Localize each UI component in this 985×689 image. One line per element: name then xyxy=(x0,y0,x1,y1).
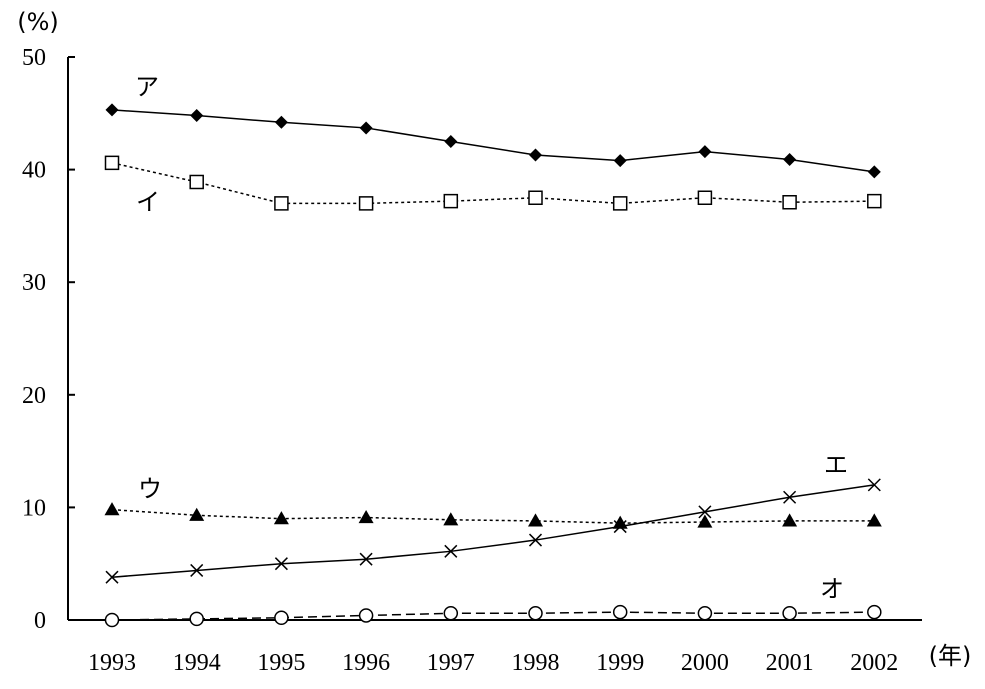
triangle-marker xyxy=(358,510,374,524)
y-tick-label: 10 xyxy=(22,495,46,521)
x-tick-label: 2000 xyxy=(681,650,729,676)
series-line xyxy=(111,484,875,578)
series-2 xyxy=(104,155,882,211)
square-marker xyxy=(443,193,459,209)
axes: 0 10 20 30 40 50 (%) 1993 1994 1995 1996 1997 1998 19… xyxy=(17,8,971,676)
x-tick-label: 1996 xyxy=(342,650,390,676)
series-line xyxy=(111,162,875,205)
x-marker xyxy=(783,490,797,504)
diamond-marker xyxy=(529,148,542,162)
diamond-marker xyxy=(444,134,458,148)
y-tick-label: 40 xyxy=(22,158,46,184)
square-marker xyxy=(358,196,374,211)
triangle-marker xyxy=(443,512,459,526)
x-tick-label: 1998 xyxy=(512,650,560,676)
square-marker xyxy=(189,174,204,190)
y-tick-label: 20 xyxy=(22,383,46,409)
series-line xyxy=(111,508,875,524)
square-marker xyxy=(782,195,797,210)
y-tick-label: 0 xyxy=(34,608,46,634)
x-tick-label: 2002 xyxy=(850,650,898,676)
x-marker xyxy=(359,552,373,566)
series-label: ア xyxy=(135,73,159,101)
circle-marker xyxy=(443,605,459,621)
diamond-marker xyxy=(105,103,119,117)
circle-marker xyxy=(358,608,374,623)
x-marker xyxy=(274,557,288,571)
series-line xyxy=(111,109,875,173)
triangle-marker xyxy=(866,513,882,527)
square-marker xyxy=(697,190,713,205)
circle-marker xyxy=(274,610,289,625)
series-line xyxy=(111,611,875,621)
diamond-marker xyxy=(783,152,797,166)
x-marker xyxy=(105,570,119,584)
x-tick-label: 1995 xyxy=(257,650,305,676)
series-4 xyxy=(105,478,881,584)
x-tick-label: 1999 xyxy=(596,650,644,676)
square-marker xyxy=(867,193,882,209)
triangle-marker xyxy=(189,507,205,521)
x-marker xyxy=(190,563,204,577)
triangle-marker xyxy=(782,513,798,527)
circle-marker xyxy=(612,604,628,620)
triangle-marker xyxy=(697,514,713,528)
x-tick-label: 1994 xyxy=(173,650,221,676)
series-layer xyxy=(104,103,882,628)
diamond-marker xyxy=(867,165,881,179)
triangle-marker xyxy=(104,502,120,516)
series-3 xyxy=(104,502,882,529)
diamond-marker xyxy=(613,154,627,168)
x-tick-label: 1993 xyxy=(88,650,136,676)
circle-marker xyxy=(189,611,204,627)
y-axis-unit: (%) xyxy=(17,8,59,36)
diamond-marker xyxy=(274,115,288,129)
x-marker xyxy=(613,520,627,534)
series-label: オ xyxy=(820,575,844,603)
triangle-marker xyxy=(273,511,289,525)
circle-marker xyxy=(104,612,120,628)
circle-marker xyxy=(867,604,882,620)
series-label: ウ xyxy=(138,475,162,503)
square-marker xyxy=(528,190,543,205)
x-tick-label: 2001 xyxy=(766,650,814,676)
x-marker xyxy=(867,478,881,492)
square-marker xyxy=(612,196,628,211)
diamond-marker xyxy=(190,109,204,123)
series-label: イ xyxy=(136,188,160,216)
x-tick-label: 1997 xyxy=(427,650,475,676)
x-axis-unit: (年) xyxy=(929,642,972,670)
x-marker xyxy=(444,544,458,558)
x-marker xyxy=(528,533,543,547)
y-tick-label: 30 xyxy=(22,270,46,296)
series-5 xyxy=(104,604,882,628)
circle-marker xyxy=(782,605,797,621)
series-1 xyxy=(105,103,881,179)
circle-marker xyxy=(528,605,543,621)
labels-layer: アイウ エオ xyxy=(135,73,848,603)
diamond-marker xyxy=(359,121,373,135)
x-marker xyxy=(698,505,712,519)
triangle-marker xyxy=(528,513,543,527)
series-label: エ xyxy=(824,451,848,479)
diamond-marker xyxy=(698,145,712,159)
y-tick-label: 50 xyxy=(22,45,46,71)
square-marker xyxy=(104,155,120,171)
square-marker xyxy=(274,196,289,211)
circle-marker xyxy=(697,605,713,621)
